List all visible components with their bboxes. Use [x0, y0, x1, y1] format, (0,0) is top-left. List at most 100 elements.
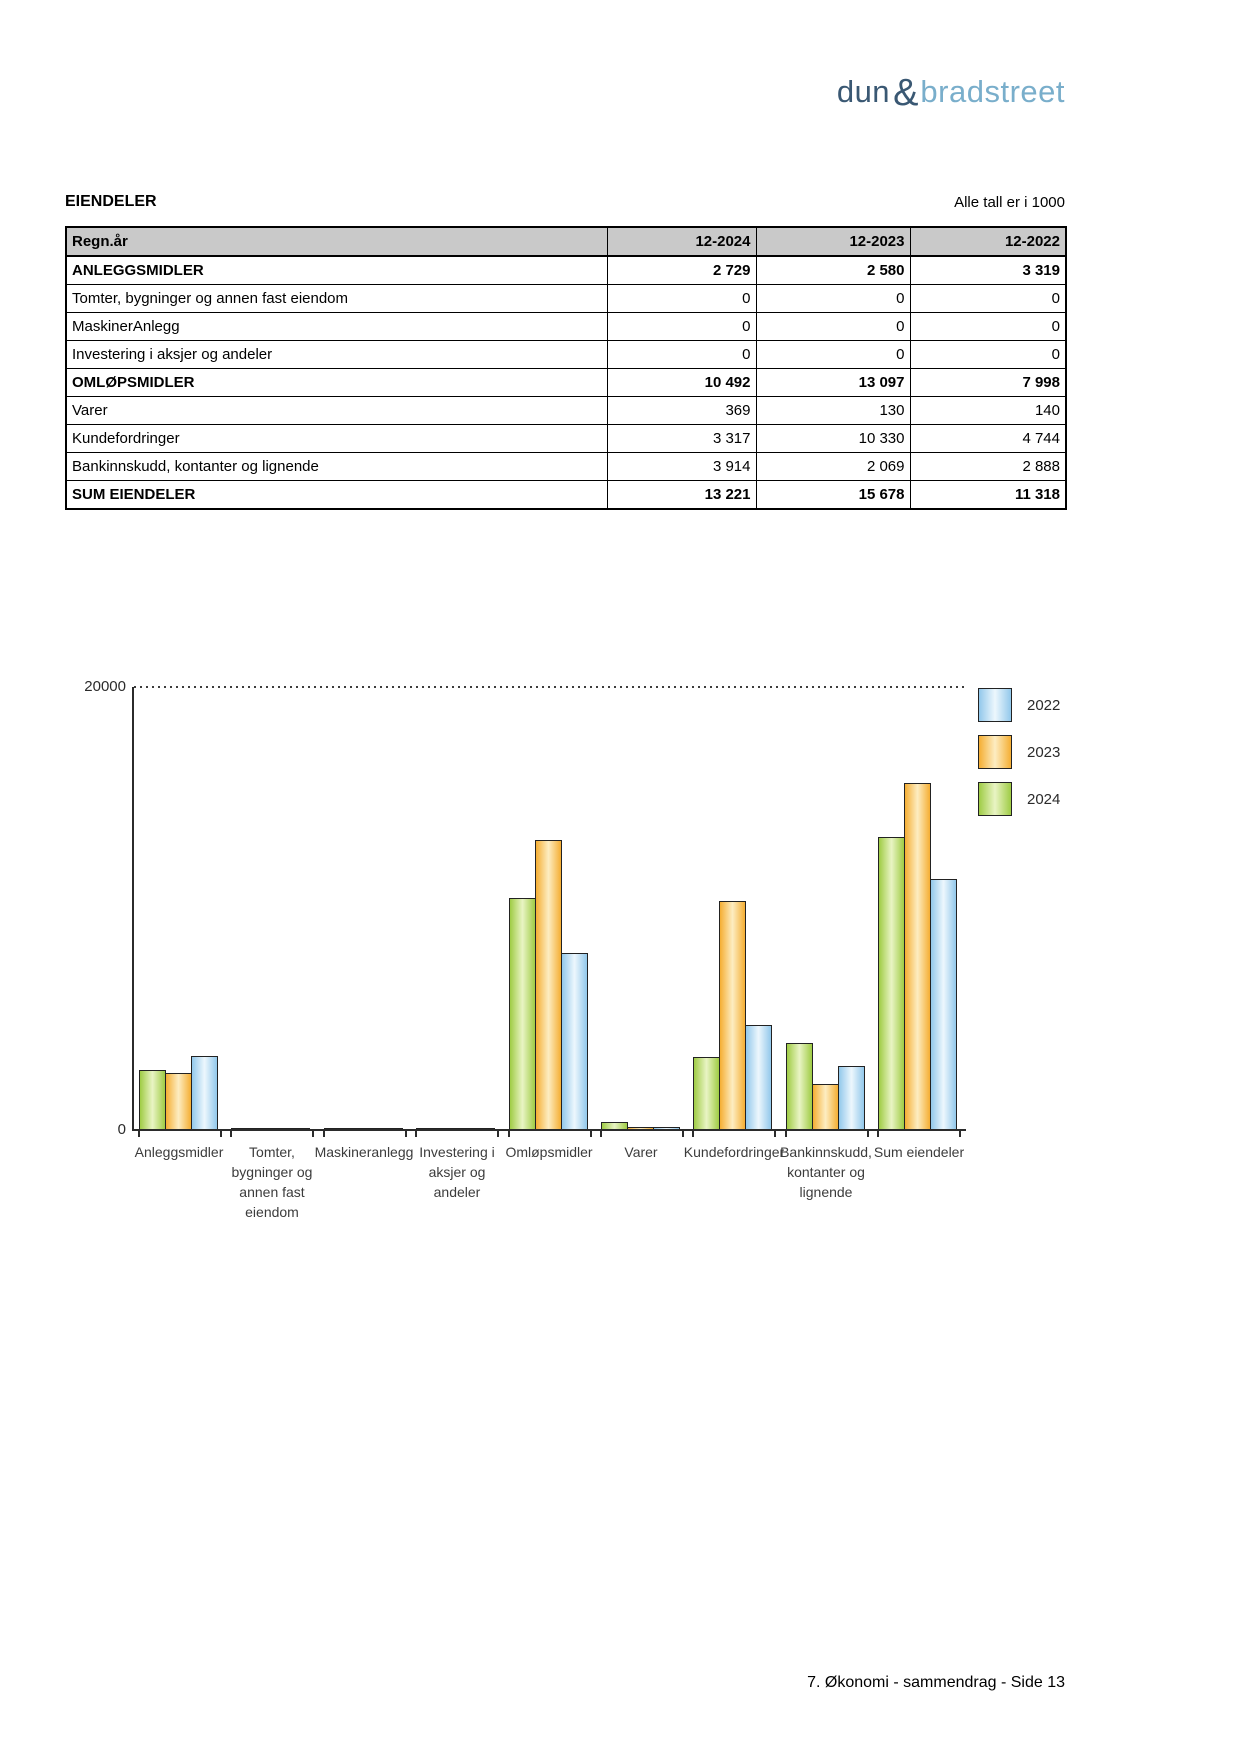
row-value: 0 — [606, 340, 757, 369]
x-axis-tick — [230, 1131, 232, 1137]
table-header-row: Regn.år 12-2024 12-2023 12-2022 — [65, 226, 1067, 257]
bar-2022-7 — [745, 1025, 772, 1130]
table-row: MaskinerAnlegg 0 0 0 — [65, 312, 1067, 341]
row-label: Tomter, bygninger og annen fast eiendom — [65, 284, 608, 313]
row-value: 11 318 — [909, 480, 1067, 510]
row-value: 7 998 — [909, 368, 1067, 397]
x-category-label-line: aksjer og — [428, 1164, 486, 1180]
bar-2022-1 — [191, 1056, 218, 1130]
assets-bar-chart: 20000 0 Anleggsmidler Tomter, bygninger og… — [65, 600, 1125, 1280]
legend-label: 2023 — [1027, 743, 1061, 761]
x-axis-tick — [877, 1131, 879, 1137]
bar-2022-9 — [930, 879, 957, 1130]
x-axis-tick — [220, 1131, 222, 1137]
x-axis-tick — [312, 1131, 314, 1137]
units-note: Alle tall er i 1000 — [954, 194, 1065, 211]
table-body: ANLEGGSMIDLER 2 729 2 580 3 319 Tomter, bygn… — [65, 255, 1067, 510]
row-value: 3 317 — [606, 424, 757, 453]
top-dotted-gridline — [134, 686, 966, 688]
financial-table: Regn.år 12-2024 12-2023 12-2022 ANLEGGSMIDL… — [65, 226, 1067, 510]
x-axis-tick — [959, 1131, 961, 1137]
row-value: 3 914 — [606, 452, 757, 481]
legend-swatch-2022 — [978, 688, 1012, 722]
y-axis-line — [132, 687, 134, 1130]
row-value: 2 888 — [909, 452, 1067, 481]
x-axis-tick — [405, 1131, 407, 1137]
x-axis-tick — [867, 1131, 869, 1137]
logo-text-dun: dun — [836, 74, 891, 109]
x-axis-line — [132, 1129, 966, 1131]
x-axis-tick — [508, 1131, 510, 1137]
x-category-label: Sum eiendeler — [854, 1142, 984, 1162]
bar-2024-8 — [786, 1043, 813, 1130]
table-row: Kundefordringer 3 317 10 330 4 744 — [65, 424, 1067, 453]
table-column-header: 12-2024 — [606, 226, 757, 257]
row-value: 0 — [606, 312, 757, 341]
row-value: 0 — [755, 312, 911, 341]
logo-ampersand-icon: & — [893, 72, 919, 114]
row-value: 2 069 — [755, 452, 911, 481]
x-category-label: Bankinnskudd, kontanter og lignende — [761, 1142, 891, 1202]
row-value: 13 097 — [755, 368, 911, 397]
table-row: ANLEGGSMIDLER 2 729 2 580 3 319 — [65, 255, 1067, 285]
bar-2024-1 — [139, 1070, 166, 1130]
x-axis-tick — [692, 1131, 694, 1137]
x-category-label-line: Bankinnskudd, — [780, 1144, 872, 1160]
row-value: 0 — [606, 284, 757, 313]
x-axis-tick — [785, 1131, 787, 1137]
y-axis-tick-zero: 0 — [117, 1121, 126, 1138]
dun-bradstreet-logo: dun&bradstreet — [65, 72, 1065, 115]
row-value: 3 319 — [909, 255, 1067, 285]
x-category-label-line: eiendom — [245, 1204, 299, 1220]
x-category-label: Tomter, bygninger og annen fast eiendom — [207, 1142, 337, 1222]
bar-2023-9 — [904, 783, 931, 1130]
section-heading-row: EIENDELER Alle tall er i 1000 — [65, 193, 1065, 213]
x-category-label: Investering i aksjer og andeler — [392, 1142, 522, 1202]
chart-legend: 2022 2023 2024 — [978, 688, 1060, 829]
row-value: 0 — [909, 340, 1067, 369]
bar-2024-9 — [878, 837, 905, 1130]
x-category-label-line: kontanter og — [787, 1164, 865, 1180]
table-column-header: 12-2022 — [909, 226, 1067, 257]
x-category-label-line: Varer — [624, 1144, 658, 1160]
row-label: ANLEGGSMIDLER — [65, 255, 608, 285]
table-header: Regn.år 12-2024 12-2023 12-2022 — [65, 226, 1067, 257]
legend-label: 2024 — [1027, 790, 1061, 808]
row-value: 369 — [606, 396, 757, 425]
row-value: 10 330 — [755, 424, 911, 453]
table-row: Varer 369 130 140 — [65, 396, 1067, 425]
x-category-label-line: Sum eiendeler — [873, 1144, 965, 1160]
row-value: 0 — [755, 340, 911, 369]
section-title: EIENDELER — [65, 193, 157, 210]
legend-swatch-2024 — [978, 782, 1012, 816]
bar-2024-5 — [509, 898, 536, 1130]
x-category-label-line: Omløpsmidler — [505, 1144, 593, 1160]
x-category-label-line: Kundefordringer — [683, 1144, 785, 1160]
row-value: 10 492 — [606, 368, 757, 397]
x-category-label-line: Maskineranlegg — [314, 1144, 414, 1160]
page-footer: 7. Økonomi - sammendrag - Side 13 — [807, 1674, 1065, 1691]
x-category-label-line: Tomter, — [249, 1144, 295, 1160]
x-category-label-line: lignende — [799, 1184, 853, 1200]
row-value: 0 — [909, 312, 1067, 341]
x-category-label: Anleggsmidler — [114, 1142, 244, 1162]
x-axis-tick — [590, 1131, 592, 1137]
row-label: Bankinnskudd, kontanter og lignende — [65, 452, 608, 481]
x-axis-tick — [774, 1131, 776, 1137]
row-label: MaskinerAnlegg — [65, 312, 608, 341]
x-axis-tick — [323, 1131, 325, 1137]
x-category-label-line: andeler — [433, 1184, 481, 1200]
table-row: Investering i aksjer og andeler 0 0 0 — [65, 340, 1067, 369]
legend-label: 2022 — [1027, 696, 1061, 714]
x-category-label-line: annen fast — [239, 1184, 305, 1200]
bar-2023-7 — [719, 901, 746, 1130]
row-label: OMLØPSMIDLER — [65, 368, 608, 397]
bar-2023-8 — [812, 1084, 839, 1130]
x-axis-tick — [138, 1131, 140, 1137]
legend-entry-2022: 2022 — [978, 688, 1060, 722]
row-value: 2 580 — [755, 255, 911, 285]
legend-entry-2023: 2023 — [978, 735, 1060, 769]
row-value: 130 — [755, 396, 911, 425]
x-axis-tick — [415, 1131, 417, 1137]
bar-2023-1 — [165, 1073, 192, 1130]
